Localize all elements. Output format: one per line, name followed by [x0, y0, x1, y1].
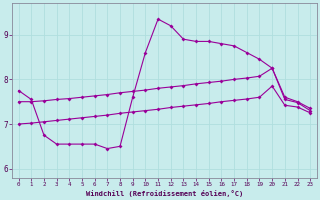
X-axis label: Windchill (Refroidissement éolien,°C): Windchill (Refroidissement éolien,°C)	[86, 190, 243, 197]
